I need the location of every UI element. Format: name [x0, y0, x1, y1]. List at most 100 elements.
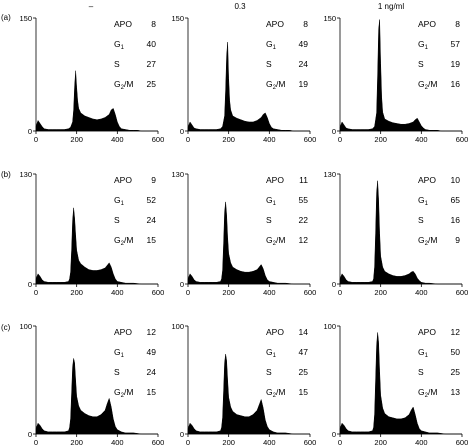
stat-value: 14 — [299, 327, 309, 337]
stat-label: S — [418, 367, 424, 377]
x-tick-label: 200 — [70, 135, 83, 144]
stats-table-r1-c0: APO 9 G1 52 S 24 G2/M 15 — [114, 175, 156, 247]
stat-label: G1 — [418, 195, 429, 207]
stats-table-r0-c0: APO 8 G1 40 S 27 G2/M 25 — [114, 19, 156, 91]
x-tick-label: 600 — [152, 288, 165, 297]
x-tick-label: 400 — [263, 135, 276, 144]
stat-value: 15 — [147, 235, 157, 245]
x-tick-label: 600 — [456, 135, 469, 144]
y-tick-label: 150 — [323, 14, 336, 23]
stat-value: 9 — [151, 175, 156, 185]
column-header-0-3: 0.3 — [234, 2, 246, 11]
stat-value: 24 — [299, 59, 309, 69]
stat-value: 24 — [147, 367, 157, 377]
x-tick-label: 0 — [338, 438, 342, 447]
stat-value: 25 — [147, 79, 157, 89]
histogram-area-r1-c0 — [35, 207, 158, 285]
stat-label: APO — [418, 19, 436, 29]
stat-value: 25 — [299, 367, 309, 377]
row-label-c: (c) — [1, 323, 11, 332]
stat-label: APO — [418, 327, 436, 337]
stat-label: S — [114, 59, 120, 69]
histogram-area-r0-c1 — [187, 42, 310, 132]
stat-label: G2/M — [266, 79, 285, 91]
x-tick-label: 600 — [456, 438, 469, 447]
histogram-area-r0-c0 — [35, 70, 158, 132]
y-tick-label: 0 — [180, 127, 184, 136]
stat-label: G2/M — [114, 387, 133, 399]
x-tick-label: 400 — [111, 438, 124, 447]
stat-value: 11 — [299, 175, 308, 185]
stat-label: G1 — [418, 39, 429, 51]
x-tick-label: 200 — [222, 135, 235, 144]
x-tick-label: 200 — [374, 135, 387, 144]
stat-label: G1 — [114, 39, 125, 51]
stat-value: 13 — [451, 387, 461, 397]
stat-label: G2/M — [266, 235, 285, 247]
stat-value: 65 — [451, 195, 461, 205]
stat-label: APO — [114, 19, 132, 29]
stats-table-r1-c1: APO 11 G1 55 S 22 G2/M 12 — [266, 175, 308, 247]
histogram-area-r0-c2 — [339, 19, 462, 132]
x-tick-label: 600 — [304, 135, 317, 144]
histogram-panel-r1-c2: 0 200 400 600 0 130 APO 10 G1 65 S 16 G2/M 9 — [323, 170, 468, 297]
y-tick-label: 100 — [323, 322, 336, 331]
histogram-panel-r0-c0: 0 200 400 600 0 150 APO 8 G1 40 S 27 G2/M 25 — [19, 14, 164, 144]
stat-label: S — [266, 215, 272, 225]
stat-value: 22 — [299, 215, 309, 225]
x-tick-label: 200 — [70, 438, 83, 447]
x-tick-label: 0 — [338, 288, 342, 297]
x-tick-label: 0 — [186, 135, 190, 144]
histogram-area-r2-c0 — [35, 358, 158, 435]
stat-label: G2/M — [266, 387, 285, 399]
stat-value: 12 — [299, 235, 309, 245]
x-tick-label: 600 — [456, 288, 469, 297]
stat-value: 15 — [299, 387, 309, 397]
histogram-panel-r2-c0: 0 200 400 600 0 100 APO 12 G1 49 S 24 G2/M 15 — [19, 322, 164, 447]
y-tick-label: 130 — [323, 170, 336, 179]
y-tick-label: 0 — [28, 280, 32, 289]
x-tick-label: 400 — [415, 288, 428, 297]
stat-label: G1 — [266, 39, 277, 51]
stat-label: G2/M — [418, 79, 437, 91]
stat-value: 27 — [147, 59, 157, 69]
y-tick-label: 100 — [171, 322, 184, 331]
y-tick-label: 0 — [180, 430, 184, 439]
stat-label: APO — [266, 19, 284, 29]
stats-table-r2-c0: APO 12 G1 49 S 24 G2/M 15 — [114, 327, 156, 399]
stat-value: 40 — [147, 39, 157, 49]
stat-label: G2/M — [114, 79, 133, 91]
stat-value: 49 — [147, 347, 157, 357]
x-tick-label: 200 — [374, 438, 387, 447]
stats-table-r0-c2: APO 8 G1 57 S 19 G2/M 16 — [418, 19, 460, 91]
x-tick-label: 0 — [186, 438, 190, 447]
x-tick-label: 200 — [374, 288, 387, 297]
stat-label: S — [418, 215, 424, 225]
stat-value: 12 — [147, 327, 157, 337]
histogram-area-r2-c2 — [339, 332, 462, 435]
stat-label: APO — [114, 327, 132, 337]
column-header-control: – — [89, 2, 94, 11]
x-tick-label: 200 — [222, 438, 235, 447]
x-tick-label: 400 — [415, 135, 428, 144]
y-tick-label: 0 — [332, 127, 336, 136]
histogram-panel-r2-c2: 0 200 400 600 0 100 APO 12 G1 50 S 25 G2/M 13 — [323, 322, 468, 447]
stat-value: 55 — [299, 195, 309, 205]
stat-label: G1 — [266, 347, 277, 359]
stat-value: 25 — [451, 367, 461, 377]
histogram-area-r1-c2 — [339, 180, 462, 285]
stats-table-r2-c1: APO 14 G1 47 S 25 G2/M 15 — [266, 327, 308, 399]
stat-label: G2/M — [418, 235, 437, 247]
stats-table-r2-c2: APO 12 G1 50 S 25 G2/M 13 — [418, 327, 460, 399]
stat-label: S — [418, 59, 424, 69]
histogram-panel-r0-c1: 0 200 400 600 0 150 APO 8 G1 49 S 24 G2/M 19 — [171, 14, 316, 144]
stat-value: 19 — [451, 59, 461, 69]
stat-value: 12 — [451, 327, 461, 337]
x-tick-label: 400 — [111, 288, 124, 297]
x-tick-label: 600 — [304, 288, 317, 297]
stat-value: 10 — [451, 175, 461, 185]
y-tick-label: 150 — [19, 14, 32, 23]
column-headers: – 0.3 1 ng/ml — [89, 2, 405, 11]
